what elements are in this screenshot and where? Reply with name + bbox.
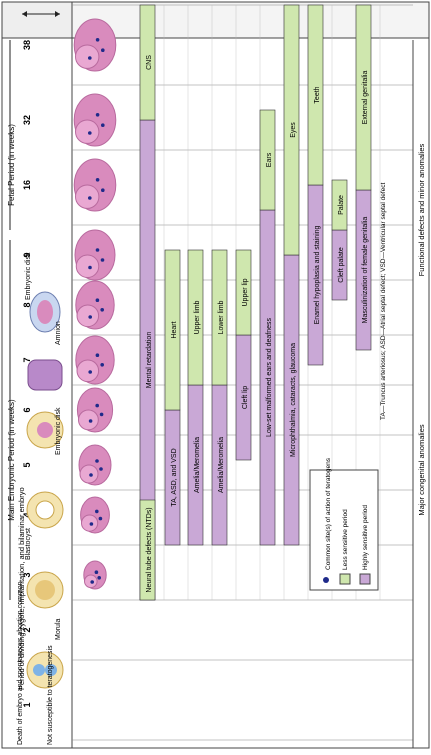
bar-label: Amelia/Meromelia (194, 437, 201, 493)
bar-label: CNS (146, 55, 153, 70)
bar-less-sensitive (211, 249, 228, 386)
week-label: 4 (22, 512, 32, 517)
bar-label: Amelia/Meromelia (218, 437, 225, 493)
embryo-figure (73, 18, 117, 72)
week-label: 5 (22, 462, 32, 467)
legend-box (309, 469, 379, 591)
bar-label: Low-set malformed ears and deafness (266, 317, 273, 437)
bilaminar-disk (27, 359, 63, 391)
embryo-figure (83, 560, 107, 590)
embryonic-disk-label-bottom: Embryonic disk (25, 252, 32, 300)
early-arrowhead-right (55, 11, 60, 17)
bar-less-sensitive (139, 4, 156, 121)
embryo-figure (75, 280, 115, 330)
embryo-figure (76, 387, 114, 433)
amnion-label: Amnion (55, 321, 62, 345)
main-embryonic-label-group: Main Embryonic Period (in weeks) (7, 399, 16, 521)
bar-label: Ears (266, 152, 273, 167)
bar-label: Upper limb (194, 300, 201, 334)
legend-highly-label: Highly sensitive period (362, 505, 369, 570)
sensitivity-bars: Mental retardation CNS Neural tube defects… (139, 4, 372, 601)
week-labels: 1 2 3 4 5 6 7 8 9 16 32 38 (22, 40, 32, 708)
early-illustrations (26, 291, 64, 689)
bar-less-sensitive (355, 4, 372, 191)
embryo-figures (73, 18, 117, 590)
abbreviations-text: TA—Truncus arteriosus; ASD—Atrial septal… (380, 182, 387, 420)
week-label: 1 (22, 702, 32, 707)
bar-less-sensitive (187, 249, 204, 386)
embryo-figure (75, 335, 115, 385)
week-label: 8 (22, 302, 32, 307)
bar-label: Neural tube defects (NTDs) (146, 507, 153, 592)
bar-label: Microphthalmia, cataracts, glaucoma (290, 343, 297, 457)
bar-less-sensitive (307, 4, 324, 186)
blastocyst-cavity (35, 500, 55, 520)
legend-less-label: Less sensitive period (342, 509, 349, 570)
morula-label: Morula (55, 618, 62, 640)
week-label: 3 (22, 572, 32, 577)
major-anomalies-label: Major congenital anomalies (417, 424, 426, 516)
bar-label: Masculinization of female genitalia (362, 217, 369, 324)
period-description: Period of dividing zygote, implantation,… (17, 487, 26, 690)
legend-less-swatch (339, 573, 351, 585)
abbreviations-group: TA—Truncus arteriosus; ASD—Atrial septal… (380, 182, 387, 420)
bar-label: TA, ASD, and VSD (171, 448, 178, 506)
implantation-mass (37, 422, 53, 438)
zygote-nucleus-2 (45, 664, 57, 676)
bar-less-sensitive (331, 179, 348, 231)
period-header-bg (71, 1, 430, 39)
embryo-figure (74, 229, 116, 281)
embryo-figure (80, 496, 110, 534)
not-susceptible-label: Not susceptible to teratogenesis (47, 645, 54, 745)
legend-site-label: Common site(s) of action of teratogens (325, 457, 332, 570)
embryo-figure (73, 93, 117, 147)
amnion-embryo (37, 300, 53, 324)
bar-label: Lower limb (218, 300, 225, 334)
early-text: Period of dividing zygote, implantation,… (17, 252, 62, 745)
week-label: 32 (22, 115, 32, 125)
bar-label: Eyes (290, 122, 297, 138)
week-label: 7 (22, 357, 32, 362)
legend-site-dot (323, 577, 329, 583)
bar-label: Cleft lip (242, 386, 249, 409)
functional-defects-label: Functional defects and minor anomalies (417, 143, 426, 276)
bar-label: Enamel hypoplasia and staining (314, 225, 321, 324)
fetal-label: Fetal Period (in weeks) (7, 124, 16, 206)
bar-label: Palate (338, 195, 345, 215)
embryo-figure (78, 444, 112, 486)
legend-highly-swatch (359, 573, 371, 585)
bar-label: Cleft palate (338, 247, 345, 283)
bar-label: External genitalia (362, 71, 369, 125)
bar-label: Heart (171, 321, 178, 338)
week-label: 9 (22, 252, 32, 257)
bar-less-sensitive (235, 249, 252, 336)
blastocyst-label: Blastocyst (25, 528, 32, 560)
week-label: 6 (22, 407, 32, 412)
bar-label: Teeth (314, 86, 321, 103)
bar-less-sensitive (283, 4, 300, 256)
embryo-figure (73, 158, 117, 212)
week-label: 2 (22, 627, 32, 632)
legend: Common site(s) of action of teratogens L… (309, 457, 379, 591)
bar-label: Upper lip (242, 278, 249, 306)
early-header-bg (1, 1, 73, 39)
week-label: 16 (22, 180, 32, 190)
morula-inner (35, 580, 55, 600)
embryonic-disk-label-top: Embryonic disk (55, 407, 62, 455)
death-label: Death of embryo and spontaneous abortion… (17, 581, 24, 745)
week-label: 38 (22, 40, 32, 50)
fetal-label-group: Fetal Period (in weeks) (7, 124, 16, 206)
zygote-nucleus-1 (33, 664, 45, 676)
main-embryonic-label: Main Embryonic Period (in weeks) (7, 399, 16, 521)
early-arrowhead-left (22, 11, 27, 17)
bar-less-sensitive (164, 249, 181, 411)
bar-less-sensitive (139, 499, 156, 601)
bar-less-sensitive (259, 109, 276, 211)
bar-label: Mental retardation (146, 332, 153, 389)
